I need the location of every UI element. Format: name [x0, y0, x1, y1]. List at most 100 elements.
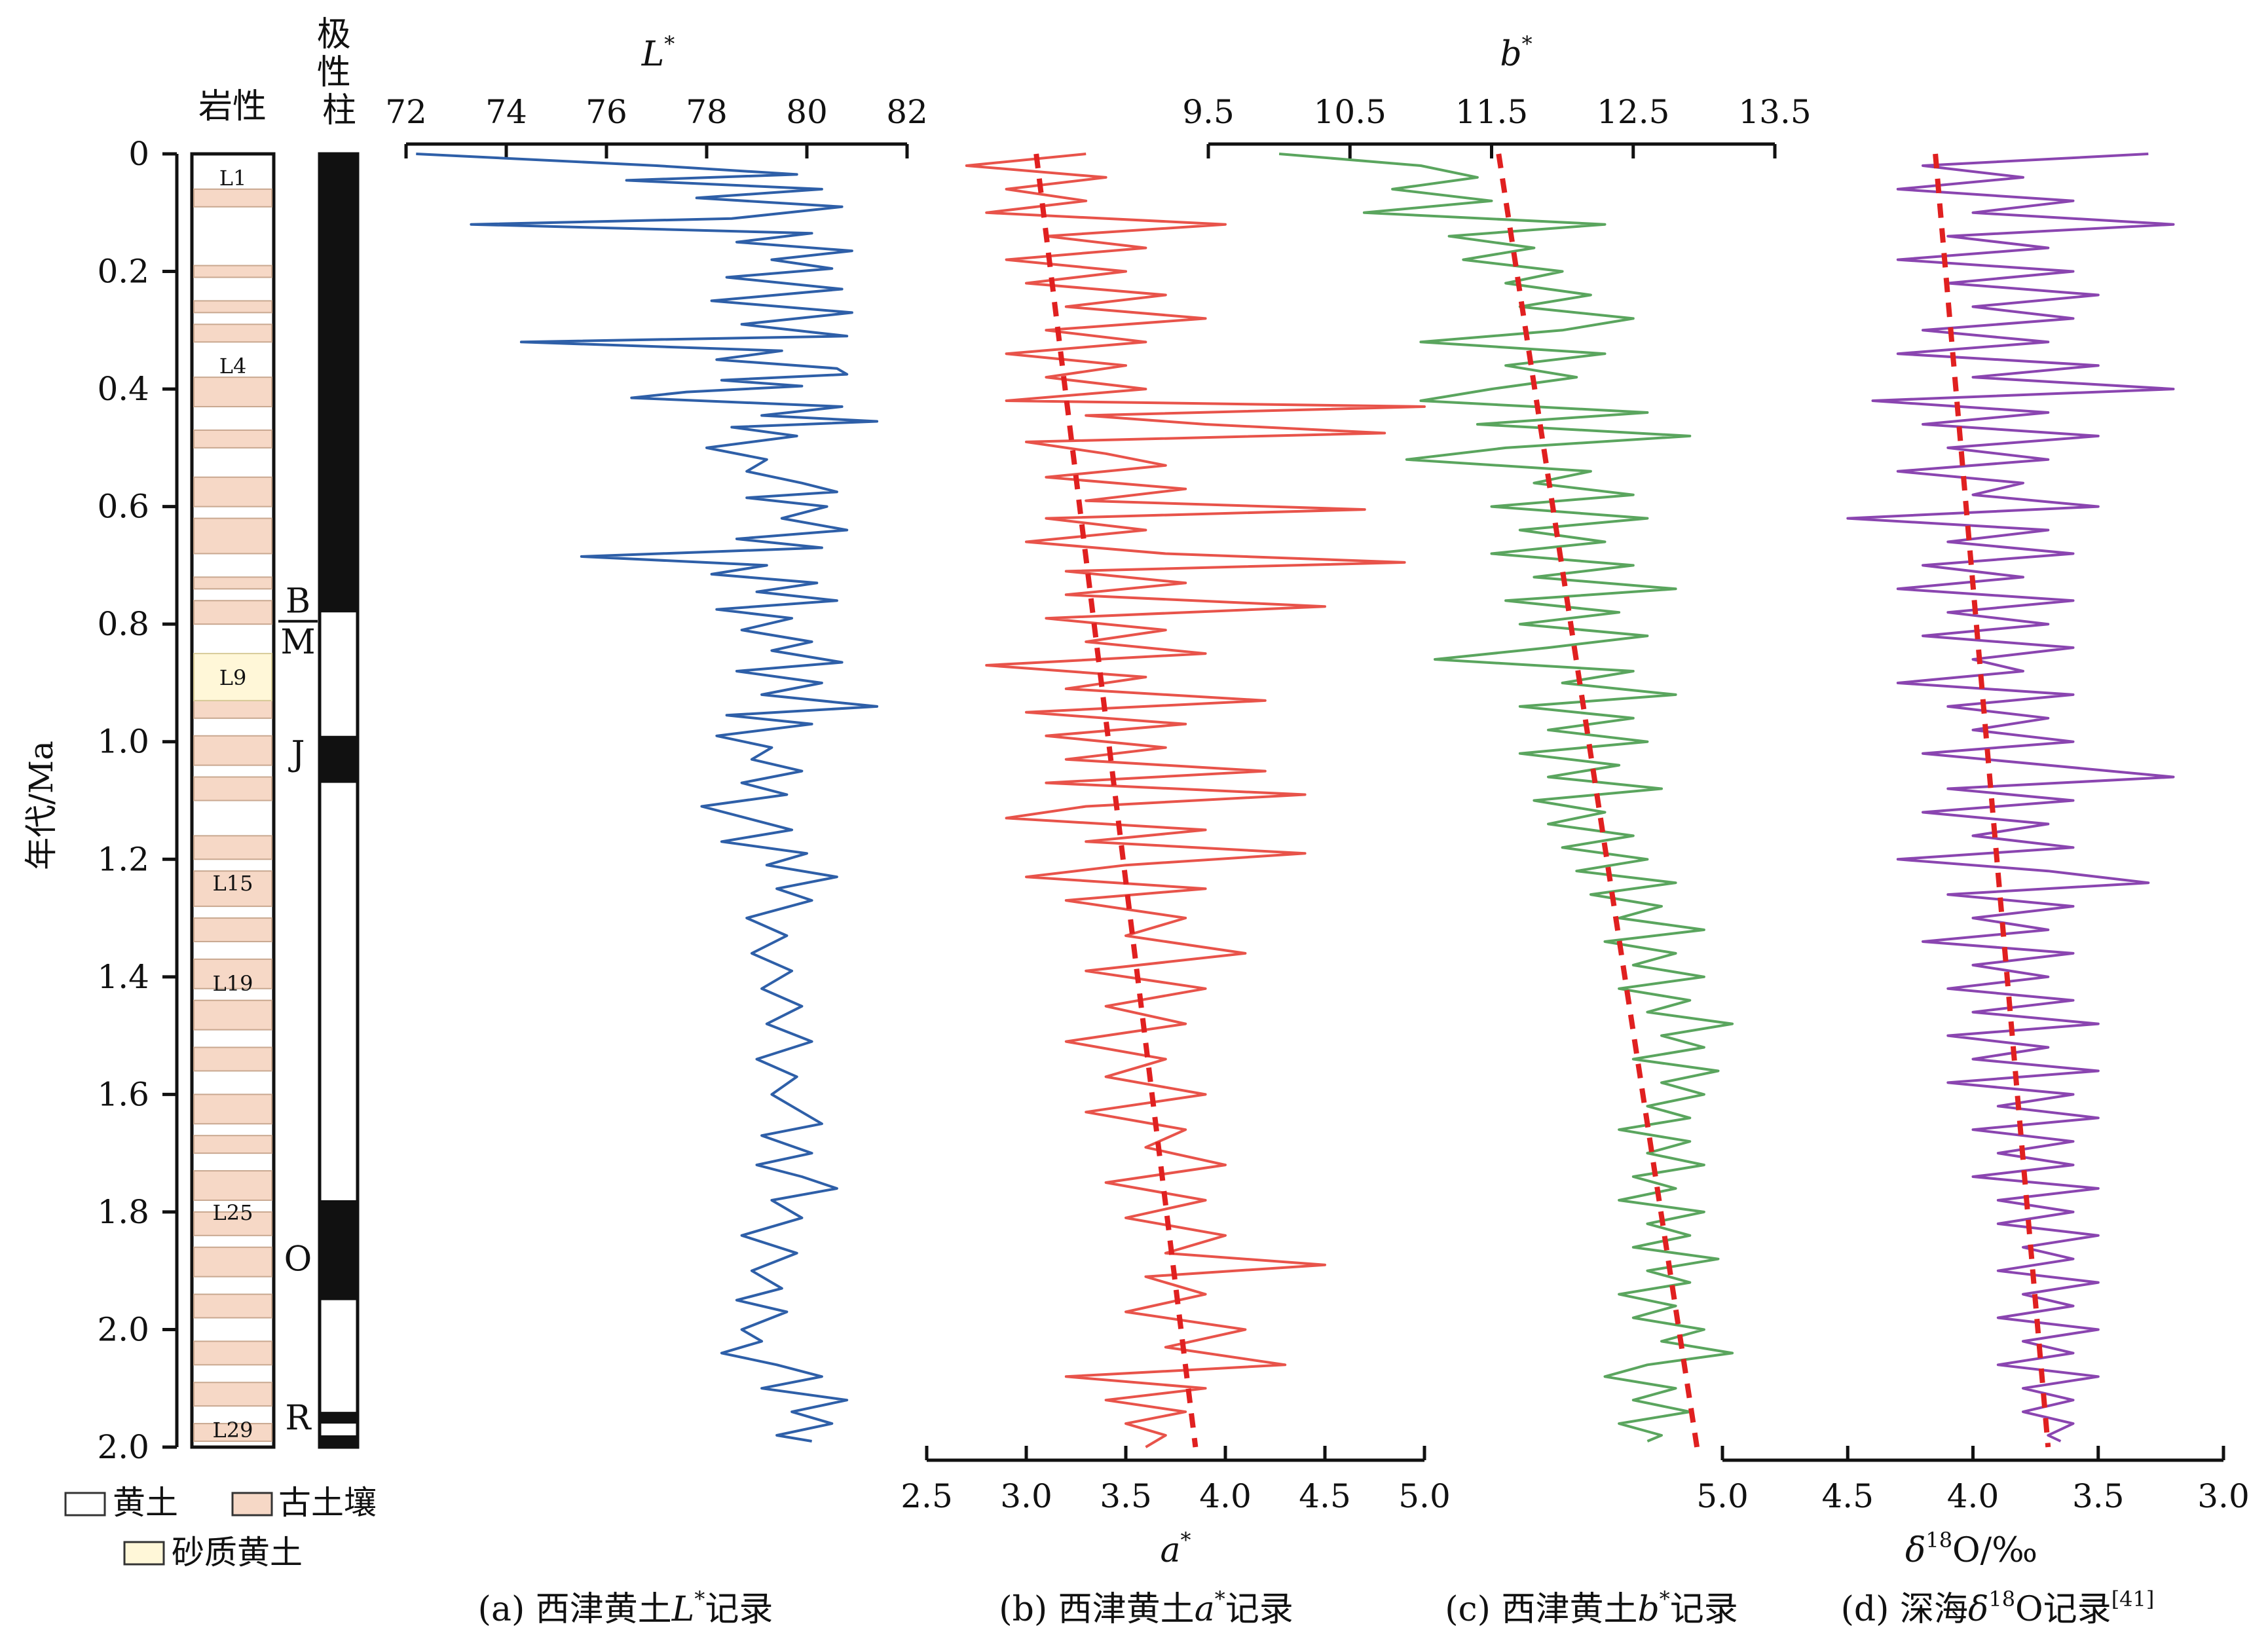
caption-text: 记录 — [1225, 1590, 1293, 1629]
y-tick-label: 1.6 — [97, 1075, 149, 1113]
lithology-label: L19 — [213, 971, 253, 996]
x-tick-label: 5.0 — [1696, 1477, 1749, 1515]
lithology-label: L29 — [213, 1418, 253, 1443]
caption-text: (d) 深海 — [1841, 1590, 1968, 1629]
paleosol-band — [193, 1423, 272, 1443]
paleosol-band — [193, 735, 272, 766]
panel-a: 72 74 76 78 80 82L*(a) 西津黄土L*记录 — [385, 31, 928, 1629]
paleosol-band — [193, 377, 272, 408]
panel-caption: (b) 西津黄土a*记录 — [999, 1587, 1293, 1629]
paleosol-band — [193, 699, 272, 719]
paleosol-band — [193, 870, 272, 908]
x-axis-title: b* — [1500, 31, 1532, 74]
panel-b: 2.5 3.0 3.5 4.0 4.5 5.0a*(b) 西津黄土a*记录 — [901, 153, 1451, 1629]
paleosol-band — [193, 300, 272, 314]
x-tick-label: 3.0 — [2197, 1477, 2250, 1515]
polarity-label: R — [285, 1399, 312, 1438]
paleosol-band — [193, 1246, 272, 1278]
x-axis-title: a* — [1160, 1528, 1191, 1570]
axis-title-symbol: b — [1500, 35, 1521, 74]
paleosol-band — [193, 1382, 272, 1407]
x-tick-label: 3.5 — [2072, 1477, 2125, 1515]
paleosol-band — [193, 1340, 272, 1366]
caption-symbol: L — [671, 1590, 695, 1629]
axis-title-unit: O/‰ — [1952, 1531, 2037, 1570]
axis-title-symbol: δ — [1905, 1531, 1925, 1570]
paleosol-band — [193, 576, 272, 590]
y-tick-label: 0.4 — [97, 370, 149, 408]
sandy-loess-band — [193, 653, 272, 701]
series-line — [416, 153, 879, 1443]
paleosol-band — [193, 835, 272, 860]
lithology-column: L1 L4 L9 L15 L19 L25 L29 — [190, 152, 276, 1449]
paleosol-band — [193, 1211, 272, 1236]
paleosol-band — [193, 476, 272, 507]
y-tick-label: 2.0 — [97, 1428, 149, 1466]
paleosol-band — [193, 517, 272, 555]
lithology-label: L25 — [213, 1200, 253, 1225]
paleosol-band — [193, 429, 272, 449]
x-tick-label: 9.5 — [1182, 93, 1235, 131]
y-tick-label: 1.4 — [97, 958, 149, 996]
paleosol-band — [193, 1293, 272, 1319]
caption-text: 记录 — [1670, 1590, 1738, 1629]
x-tick-label: 72 — [385, 93, 427, 131]
x-tick-label: 76 — [586, 93, 627, 131]
paleosol-band — [193, 188, 272, 208]
y-tick-label: 1.2 — [97, 840, 149, 878]
normal-polarity-band — [320, 735, 358, 783]
caption-text: 记录 — [705, 1590, 773, 1629]
y-tick-label: 0.8 — [97, 605, 149, 643]
lithology-title: 岩性 — [198, 87, 267, 126]
legend-loess-swatch — [64, 1492, 106, 1517]
trend-line — [1496, 153, 1700, 1448]
polarity-label: B — [286, 581, 310, 621]
lithology-label: L4 — [219, 354, 247, 378]
normal-polarity-band — [320, 1435, 358, 1447]
polarity-column: BM J O R — [278, 152, 360, 1449]
axis-title-symbol: a — [1160, 1531, 1180, 1570]
x-tick-label: 4.5 — [1821, 1477, 1874, 1515]
series-line — [1278, 153, 1734, 1443]
x-tick-label: 4.0 — [1199, 1477, 1252, 1515]
x-tick-label: 5.0 — [1398, 1477, 1451, 1515]
legend-loess-label: 黄土 — [113, 1484, 178, 1522]
x-tick-label: 12.5 — [1597, 93, 1669, 131]
caption-reference: [41] — [2111, 1587, 2155, 1611]
x-tick-label: 13.5 — [1738, 93, 1811, 131]
paleosol-band — [193, 600, 272, 625]
caption-text: (c) 西津黄土 — [1445, 1590, 1637, 1629]
caption-text: (b) 西津黄土 — [999, 1590, 1194, 1629]
x-tick-label: 80 — [786, 93, 828, 131]
y-tick-label: 0.6 — [97, 488, 149, 526]
polarity-label: J — [288, 735, 305, 774]
caption-superscript: * — [694, 1587, 705, 1611]
paleosol-band — [193, 776, 272, 801]
caption-text: (a) 西津黄土 — [478, 1590, 672, 1629]
x-tick-label: 78 — [686, 93, 728, 131]
legend-paleosol-swatch — [231, 1492, 273, 1517]
series-line — [1846, 153, 2175, 1443]
paleosol-band — [193, 265, 272, 278]
legend-sandy-label: 砂质黄土 — [172, 1534, 303, 1572]
axis-title-symbol: L — [641, 35, 665, 74]
trend-line — [1933, 153, 2051, 1448]
caption-symbol: a — [1195, 1590, 1215, 1629]
lithology-label: L9 — [219, 665, 247, 690]
legend-sandy-swatch — [123, 1541, 165, 1566]
y-axis: 0 0.2 0.4 0.6 0.8 1.0 1.2 1.4 1.6 1.8 2.0 2.0 — [97, 135, 179, 1466]
chart-panels: 72 74 76 78 80 82L*(a) 西津黄土L*记录2.5 3.0 3.5 4.0 4.… — [385, 31, 2250, 1629]
x-tick-label: 2.5 — [901, 1477, 953, 1515]
axis-title-superscript: * — [664, 31, 675, 56]
x-tick-label: 82 — [886, 93, 928, 131]
y-tick-label: 2.0 — [97, 1310, 149, 1348]
lithology-legend: 黄土 古土壤 砂质黄土 — [64, 1484, 377, 1572]
normal-polarity-band — [320, 1200, 358, 1300]
normal-polarity-band — [320, 1412, 358, 1424]
caption-superscript: * — [1660, 1587, 1670, 1611]
axis-title-superscript: * — [1181, 1528, 1191, 1553]
lithology-label: L1 — [219, 166, 247, 191]
y-tick-label: 1.8 — [97, 1193, 149, 1231]
